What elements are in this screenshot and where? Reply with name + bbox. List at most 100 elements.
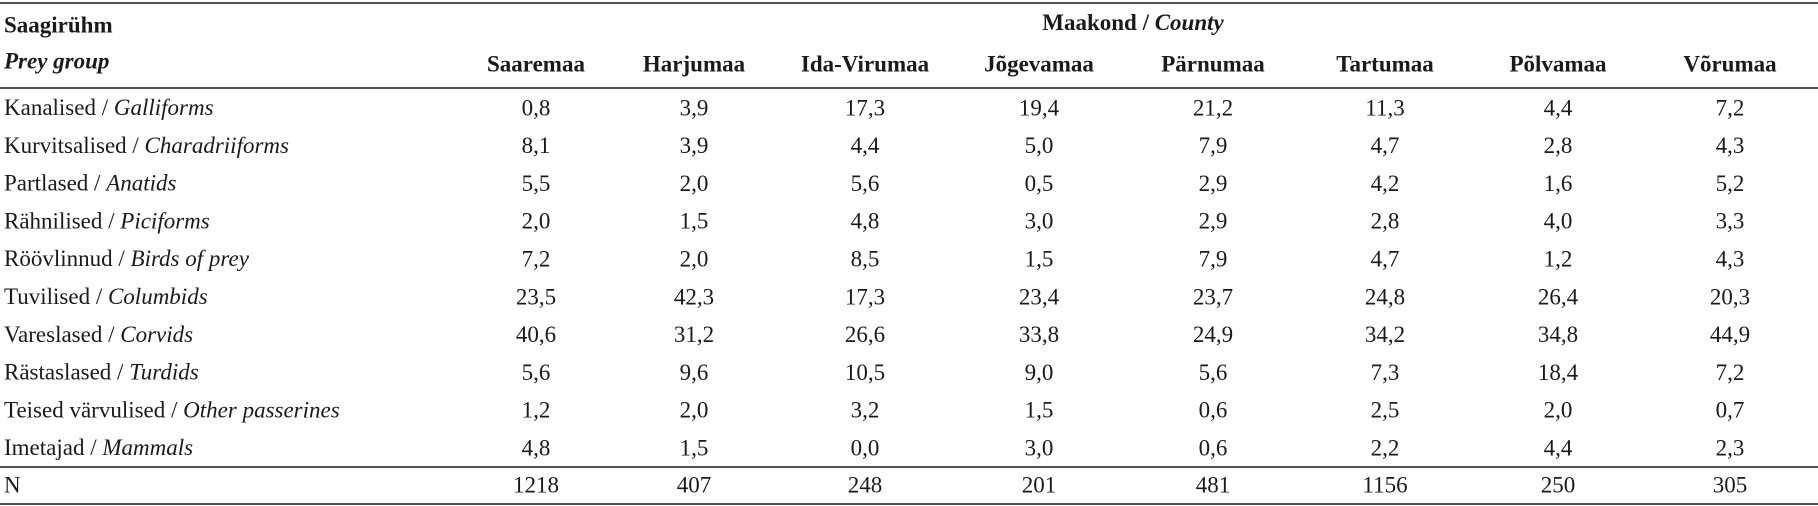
cell: 26,6 <box>845 322 885 347</box>
cell: 34,2 <box>1365 322 1405 347</box>
cell: 0,7 <box>1716 398 1745 423</box>
n-cell: 1218 <box>513 472 559 497</box>
row-label: Kanalised / Galliforms <box>4 95 214 120</box>
cell: 4,8 <box>851 209 880 234</box>
cell: 5,2 <box>1716 171 1745 196</box>
cell: 5,6 <box>851 171 880 196</box>
row-label-et: Tuvilised / <box>4 284 108 309</box>
cell: 1,2 <box>522 398 551 423</box>
row-label: Teised värvulised / Other passerines <box>4 398 340 423</box>
cell: 26,4 <box>1538 284 1579 309</box>
county-header: Maakond / County <box>1042 10 1224 35</box>
cell: 2,0 <box>522 209 551 234</box>
cell: 7,2 <box>1716 360 1745 385</box>
cell: 40,6 <box>516 322 556 347</box>
cell: 7,2 <box>1716 95 1745 120</box>
county-et: Maakond / <box>1042 10 1154 35</box>
row-label-et: Vareslased / <box>4 322 120 347</box>
row-label-en: Mammals <box>101 435 193 460</box>
cell: 1,5 <box>680 209 709 234</box>
column-header: Tartumaa <box>1336 51 1434 76</box>
row-label-en: Birds of prey <box>131 246 250 271</box>
row-label-et: Teised värvulised / <box>4 398 183 423</box>
n-cell: 481 <box>1196 472 1231 497</box>
column-header: Võrumaa <box>1683 51 1777 76</box>
cell: 4,4 <box>1544 435 1573 460</box>
row-label-et: Imetajad / <box>4 435 102 460</box>
cell: 0,6 <box>1199 435 1228 460</box>
row-label: Rähnilised / Piciforms <box>4 209 210 234</box>
cell: 4,4 <box>1544 95 1573 120</box>
cell: 2,9 <box>1199 171 1228 196</box>
cell: 2,2 <box>1371 435 1400 460</box>
column-header: Harjumaa <box>643 51 746 76</box>
row-label-et: Kanalised / <box>4 95 114 120</box>
row-label: Tuvilised / Columbids <box>4 284 208 309</box>
row-label-et: Partlased / <box>4 171 106 196</box>
cell: 24,9 <box>1193 322 1233 347</box>
cell: 2,0 <box>680 398 709 423</box>
cell: 2,8 <box>1371 209 1400 234</box>
row-label-et: Kurvitsalised / <box>4 133 145 158</box>
cell: 4,0 <box>1544 209 1573 234</box>
cell: 3,2 <box>851 398 880 423</box>
cell: 11,3 <box>1365 95 1404 120</box>
row-label-en: Charadriiforms <box>145 133 289 158</box>
cell: 7,9 <box>1199 133 1228 158</box>
cell: 2,9 <box>1199 209 1228 234</box>
cell: 7,2 <box>522 246 551 271</box>
row-label: Imetajad / Mammals <box>4 435 193 460</box>
cell: 4,3 <box>1716 133 1745 158</box>
cell: 17,3 <box>845 95 885 120</box>
cell: 8,1 <box>522 133 551 158</box>
row-label-en: Turdids <box>129 360 199 385</box>
row-label: Vareslased / Corvids <box>4 322 193 347</box>
column-header: Põlvamaa <box>1509 51 1607 76</box>
n-cell: 248 <box>848 472 883 497</box>
group-header: Saagirühm <box>4 12 113 37</box>
row-label: Rästaslased / Turdids <box>4 360 199 385</box>
cell: 8,5 <box>851 246 880 271</box>
row-label-en: Piciforms <box>119 209 209 234</box>
row-label-et: Rästaslased / <box>4 360 129 385</box>
cell: 34,8 <box>1538 322 1578 347</box>
cell: 2,0 <box>1544 398 1573 423</box>
row-label: Röövlinnud / Birds of prey <box>4 246 250 271</box>
cell: 18,4 <box>1538 360 1579 385</box>
cell: 5,5 <box>522 171 551 196</box>
cell: 1,5 <box>680 435 709 460</box>
cell: 10,5 <box>845 360 885 385</box>
cell: 23,7 <box>1193 284 1233 309</box>
cell: 7,3 <box>1371 360 1400 385</box>
cell: 5,6 <box>522 360 551 385</box>
group-header-en: Prey group <box>3 48 109 73</box>
cell: 4,3 <box>1716 246 1745 271</box>
cell: 3,9 <box>680 133 709 158</box>
n-cell: 407 <box>677 472 712 497</box>
cell: 2,8 <box>1544 133 1573 158</box>
cell: 21,2 <box>1193 95 1233 120</box>
cell: 4,4 <box>851 133 880 158</box>
cell: 5,6 <box>1199 360 1228 385</box>
cell: 0,6 <box>1199 398 1228 423</box>
column-header: Jõgevamaa <box>984 51 1094 76</box>
cell: 20,3 <box>1710 284 1750 309</box>
cell: 2,3 <box>1716 435 1745 460</box>
cell: 42,3 <box>674 284 714 309</box>
row-label-en: Galliforms <box>114 95 214 120</box>
row-label-et: Rähnilised / <box>4 209 120 234</box>
cell: 23,5 <box>516 284 556 309</box>
column-header: Saaremaa <box>487 51 585 76</box>
n-cell: 1156 <box>1362 472 1407 497</box>
cell: 0,5 <box>1025 171 1054 196</box>
cell: 4,2 <box>1371 171 1400 196</box>
cell: 31,2 <box>674 322 714 347</box>
cell: 0,0 <box>851 435 880 460</box>
cell: 9,0 <box>1025 360 1054 385</box>
cell: 23,4 <box>1019 284 1060 309</box>
n-label: N <box>4 472 21 497</box>
cell: 3,0 <box>1025 435 1054 460</box>
n-cell: 305 <box>1713 472 1748 497</box>
